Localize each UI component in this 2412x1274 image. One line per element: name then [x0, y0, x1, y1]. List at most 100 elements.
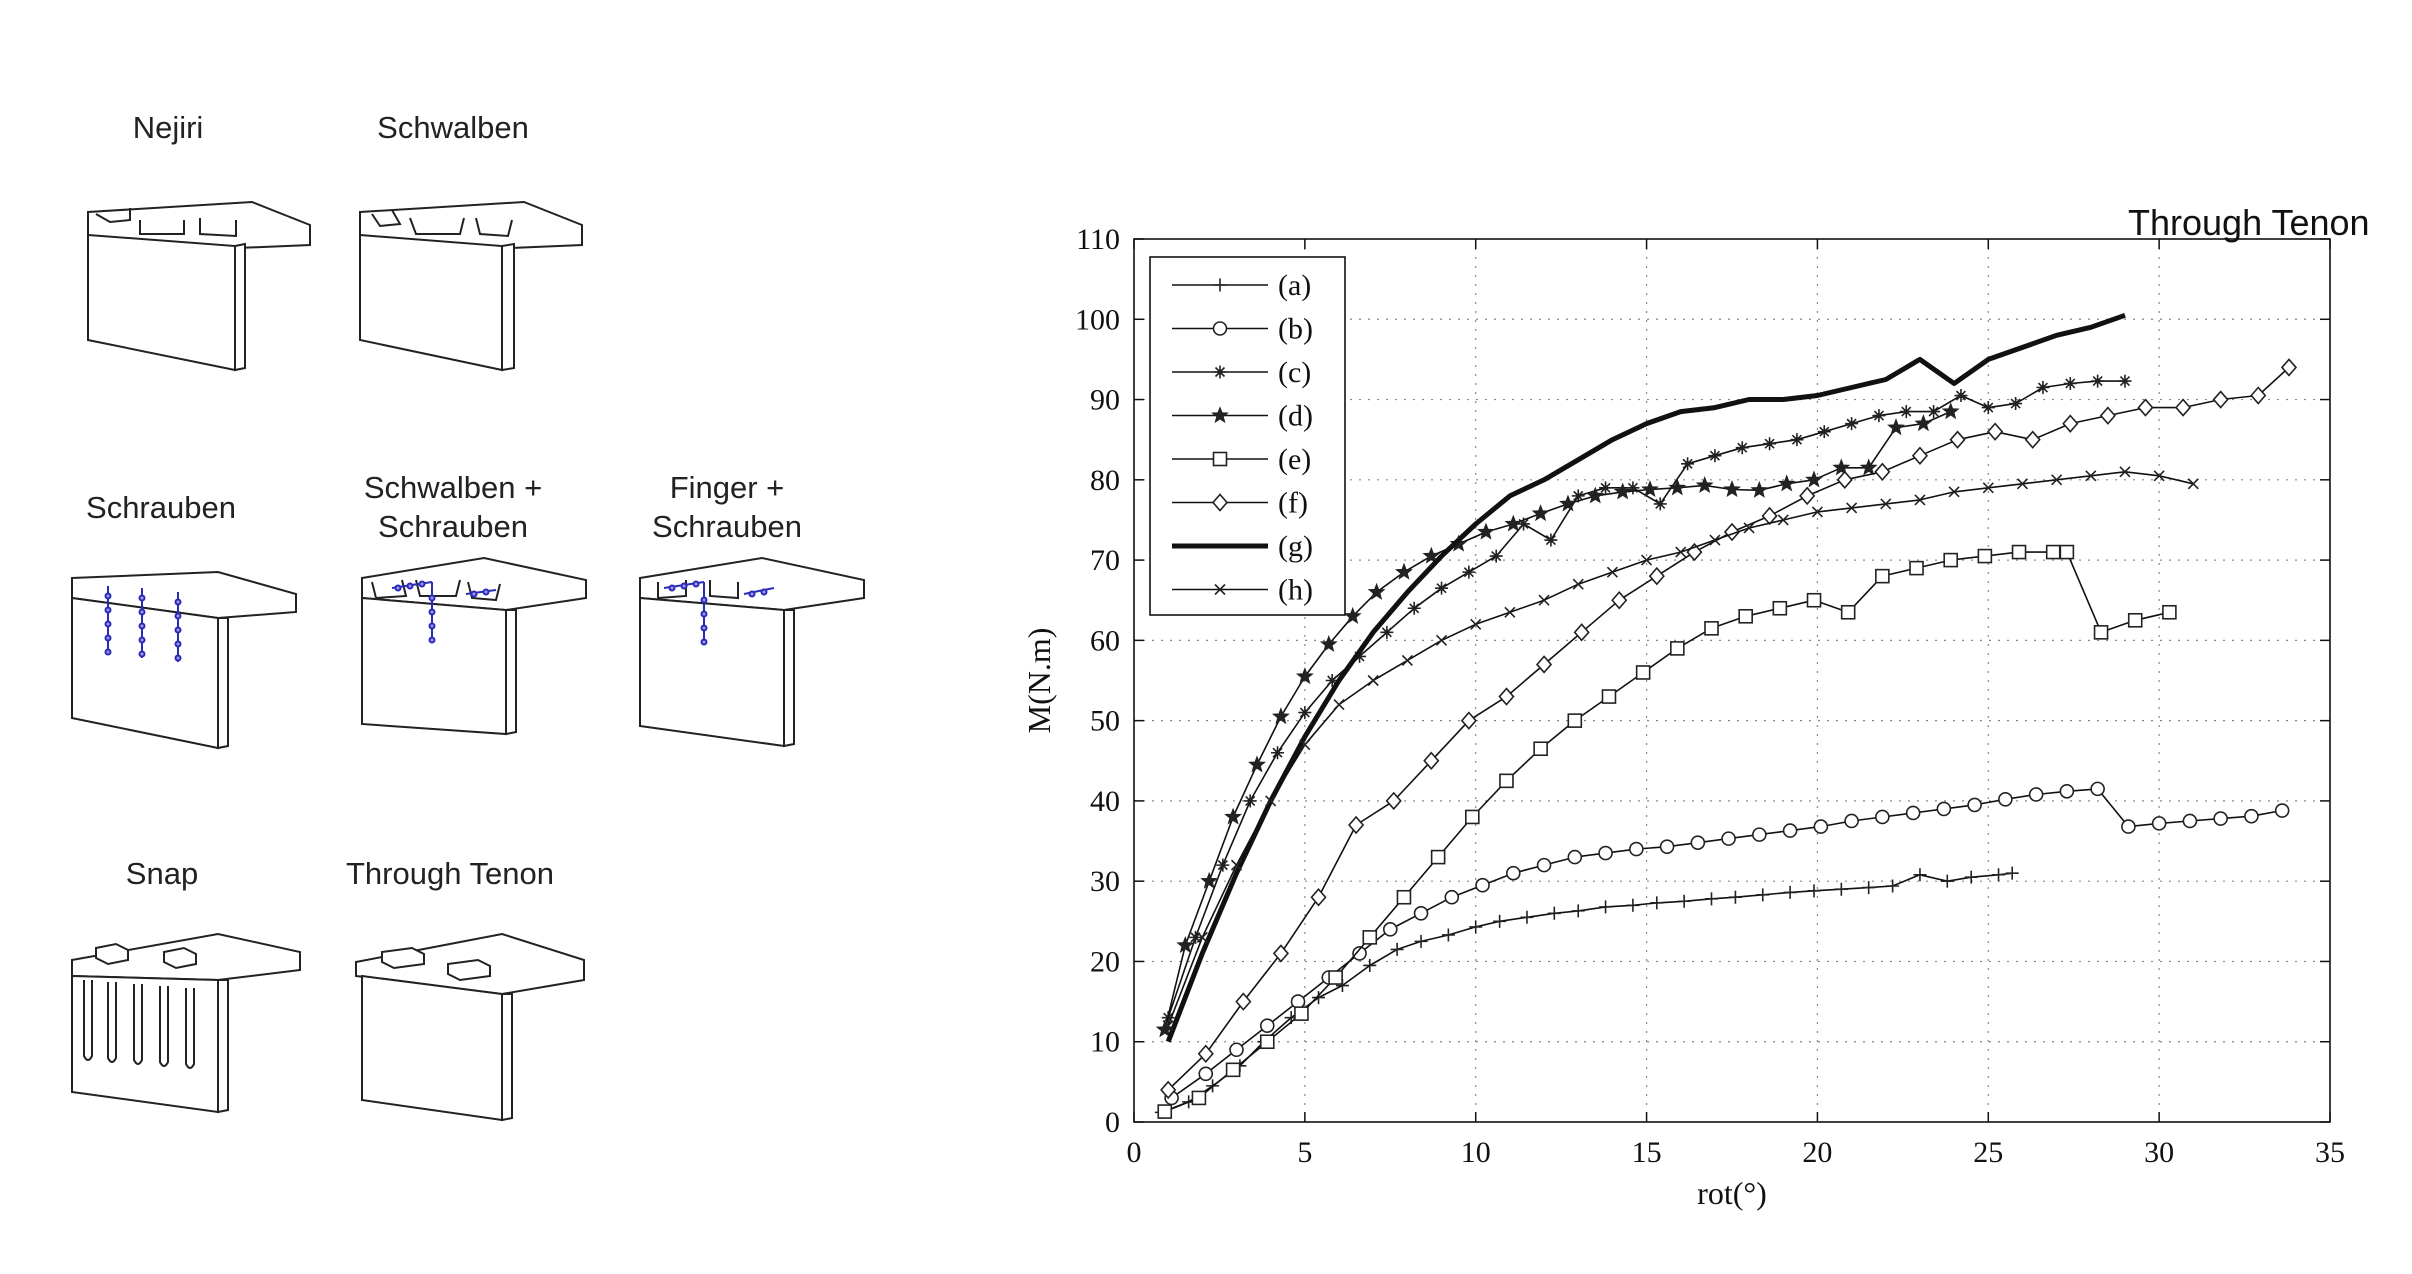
star-marker [1224, 807, 1243, 825]
asterisk-marker-center [1384, 629, 1390, 635]
asterisk-marker-center [1739, 445, 1745, 451]
asterisk-marker-center [1411, 605, 1417, 611]
plus-marker [1213, 278, 1227, 292]
square-marker [1875, 568, 1890, 584]
cross-marker [2119, 466, 2131, 478]
asterisk-marker-center [2067, 380, 2073, 386]
plus-marker [1571, 904, 1585, 918]
y-tick-label: 0 [1105, 1106, 1120, 1139]
cross-marker [1214, 583, 1226, 596]
star-marker [1887, 418, 1905, 436]
diamond-marker [1573, 623, 1590, 642]
square-marker [1738, 608, 1753, 624]
square-marker [1567, 713, 1583, 728]
star-marker [1248, 755, 1266, 773]
plus-marker [1807, 884, 1821, 898]
star-marker [1531, 504, 1550, 522]
joint-label-schwalben-schrauben: Schwalben + Schrauben [348, 468, 558, 546]
circle-marker [1352, 946, 1367, 961]
plus-marker [1626, 898, 1640, 912]
cross-marker [1641, 554, 1653, 566]
joint-label-snap: Snap [125, 856, 199, 891]
asterisk-marker-center [1193, 934, 1199, 940]
circle-marker [1659, 839, 1675, 854]
legend-label: (b) [1278, 313, 1313, 346]
square-marker [1362, 930, 1378, 945]
legend-label: (e) [1278, 443, 1311, 476]
joint-label-finger-schrauben: Finger + Schrauben [622, 468, 832, 546]
diamond-marker [1423, 751, 1440, 770]
circle-marker [2121, 819, 2136, 834]
circle-marker [2059, 783, 2075, 799]
circle-marker [1536, 857, 1552, 873]
star-marker [1477, 522, 1495, 540]
star-marker [1859, 458, 1878, 476]
asterisk-marker-center [1493, 553, 1499, 559]
y-tick-label: 100 [1075, 303, 1120, 336]
joint-label-line: Schrauben [652, 509, 802, 544]
series-d [1155, 402, 1960, 1038]
circle-marker [1229, 1042, 1244, 1058]
star-marker [1750, 480, 1769, 498]
cross-marker [2187, 478, 2199, 490]
star-marker [1668, 478, 1687, 496]
circle-marker [2028, 787, 2044, 802]
series-f [1160, 358, 2298, 1100]
square-marker [1977, 548, 1993, 564]
asterisk-marker-center [1876, 413, 1882, 419]
square-marker [1396, 889, 1412, 905]
cross-marker [1606, 566, 1618, 578]
star-marker [1832, 458, 1851, 476]
diamond-marker [2062, 414, 2079, 433]
circle-marker [1259, 1018, 1275, 1033]
star-marker [1559, 494, 1577, 512]
square-marker [1294, 1006, 1309, 1021]
diamond-marker [1987, 422, 2004, 441]
joint-label-nejiri: Nejiri [132, 110, 204, 145]
circle-marker [1721, 831, 1736, 846]
square-marker [1840, 604, 1856, 620]
series-h [1162, 466, 2199, 1032]
plus-marker [1547, 906, 1561, 920]
square-marker [1635, 665, 1651, 680]
diamond-marker [2280, 358, 2298, 377]
square-marker [1225, 1062, 1241, 1078]
star-marker [1777, 474, 1796, 492]
x-tick-label: 25 [1973, 1136, 2003, 1169]
cross-marker [1538, 594, 1550, 606]
diamond-marker [2024, 430, 2041, 449]
asterisk-marker-center [1985, 405, 1991, 411]
circle-marker [1198, 1066, 1214, 1082]
circle-marker [2151, 816, 2167, 831]
diamond-marker [1535, 655, 1553, 674]
star-marker [1211, 406, 1229, 424]
cross-marker [1162, 1020, 1174, 1032]
plus-marker [1312, 991, 1326, 1005]
circle-marker [1598, 845, 1613, 861]
asterisk-marker-center [1439, 585, 1445, 591]
diamond-marker [1197, 1044, 1214, 1063]
legend-label: (a) [1278, 269, 1311, 302]
asterisk-marker-center [2122, 378, 2128, 384]
y-tick-label: 80 [1090, 464, 1120, 497]
plus-marker [1728, 890, 1742, 904]
star-marker [1586, 486, 1605, 504]
y-tick-label: 110 [1076, 223, 1120, 256]
star-marker [1176, 936, 1195, 954]
diamond-marker [1385, 791, 1402, 811]
cross-marker [1504, 606, 1516, 618]
square-marker [1533, 741, 1548, 757]
circle-marker [1444, 889, 1460, 905]
diamond-marker [1498, 687, 1515, 706]
square-marker [1806, 592, 1822, 608]
star-marker [1394, 562, 1413, 580]
chart-title: Through Tenon [2128, 202, 2370, 243]
x-tick-label: 0 [1127, 1136, 1142, 1169]
star-marker [1422, 546, 1441, 564]
joint-label-line: Schrauben [378, 509, 528, 544]
asterisk-marker-center [1821, 429, 1827, 435]
square-marker [1212, 451, 1228, 467]
y-axis-label: M(N.m) [1021, 628, 1057, 734]
square-marker [1464, 809, 1480, 825]
square-marker [1670, 641, 1685, 656]
